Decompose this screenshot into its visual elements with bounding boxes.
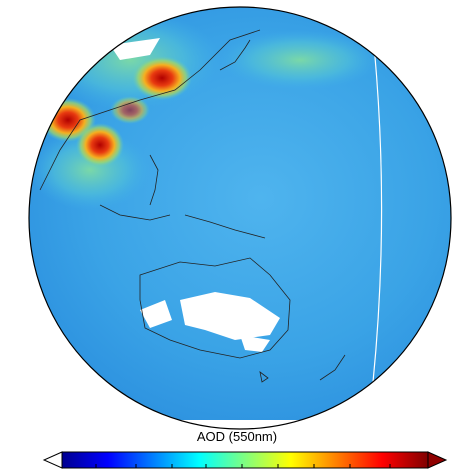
globe — [29, 7, 451, 429]
colorbar-ticks — [95, 464, 391, 468]
colorbar-high-arrow — [427, 451, 448, 469]
aerosol-plume — [40, 10, 220, 110]
colorbar-frame — [61, 451, 429, 469]
colorbar-gradient — [62, 452, 428, 468]
colorbar — [42, 451, 448, 469]
colorbar-label: AOD (550nm) — [197, 429, 277, 444]
coastlines — [39, 29, 346, 383]
aerosol-hotspot — [76, 123, 124, 167]
aerosol-plume — [220, 30, 380, 90]
aerosol-hotspot — [110, 96, 150, 124]
globe-outline — [28, 6, 452, 430]
colorbar-low-arrow — [42, 451, 63, 469]
aerosol-hotspot — [132, 56, 192, 100]
orbit-seam — [369, 24, 383, 411]
